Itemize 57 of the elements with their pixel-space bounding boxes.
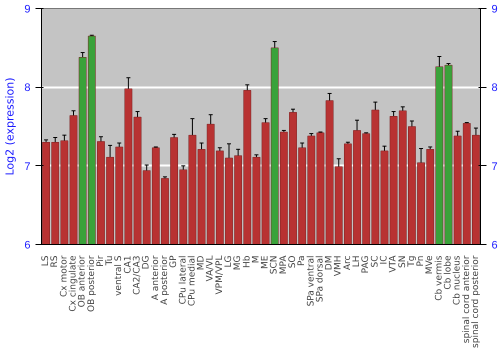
x-tick-label: SPa ventral — [306, 255, 316, 306]
y-tick-label: 9 — [24, 4, 31, 16]
x-tick-label: SN — [398, 255, 408, 268]
x-tick-label: CA1 — [123, 255, 134, 274]
x-tick-label: VMH — [334, 255, 344, 276]
y-axis-title: Log2 (expression) — [3, 77, 16, 176]
x-tick-label: CPu lateral — [178, 255, 188, 304]
x-tick-label: Hb — [242, 255, 252, 268]
x-tick-label: CA2/CA3 — [132, 255, 143, 295]
x-tick-label: Cb lobe — [443, 255, 454, 290]
x-tick-label: RS — [50, 255, 60, 268]
y-tick-label: 6 — [24, 240, 31, 252]
x-tick-label: ventral S — [114, 255, 124, 296]
x-tick-label: IC — [379, 255, 390, 264]
x-tick-label: LH — [352, 255, 362, 268]
x-tick-label: Pn — [416, 255, 426, 266]
x-tick-label: GP — [169, 254, 180, 268]
x-tick-label: SC — [370, 255, 380, 268]
y-tick-label: 8 — [24, 82, 31, 94]
x-tick-label: MD — [196, 255, 207, 270]
x-tick-label: VA/VL — [206, 255, 216, 282]
x-tick-label: M — [251, 256, 262, 264]
x-tick-label: VPM/VPL — [214, 255, 225, 294]
x-tick-label: Cx motor — [59, 255, 70, 297]
x-tick-label: DG — [142, 255, 152, 270]
x-tick-label: Tu — [105, 255, 116, 266]
x-tick-label: A posterior — [160, 255, 170, 305]
x-tick-label: OB anterior — [78, 255, 88, 308]
x-tick-label: Cb vermis — [434, 255, 444, 301]
x-tick-label: Tg — [406, 255, 417, 268]
x-tick-label: LS — [41, 255, 52, 266]
x-tick-label: spinal cord anterior — [462, 255, 472, 344]
x-tick-label: SO — [288, 256, 298, 268]
x-tick-label: SCN — [270, 255, 280, 274]
x-tick-label: Pir — [96, 255, 106, 267]
x-tick-label: Cx cingulate — [68, 255, 79, 312]
y2-tick-label: 9 — [492, 4, 498, 16]
x-tick-label: Pa — [297, 255, 308, 266]
x-tick-label: OB posterior — [86, 255, 97, 312]
y2-tick-label: 8 — [492, 82, 498, 94]
x-tick-label: Arc — [342, 255, 353, 270]
x-tick-label: VTA — [388, 254, 399, 273]
y2-tick-label: 6 — [492, 240, 498, 252]
x-tick-label: DM — [324, 255, 335, 270]
x-tick-label: spinal cord posterior — [470, 255, 481, 348]
x-tick-label: CPu medial — [187, 255, 198, 306]
y-tick-label: 7 — [24, 160, 31, 173]
x-tick-label: PAG — [361, 255, 372, 274]
x-tick-label: MVe — [425, 255, 436, 274]
x-tick-label: SPa dorsal — [315, 255, 326, 302]
x-tick-label: ME — [260, 255, 271, 269]
x-tick-label: MPA — [278, 254, 289, 274]
x-tick-label: LG — [224, 255, 234, 268]
x-tick-label: A anterior — [150, 255, 161, 300]
y2-tick-label: 7 — [492, 160, 498, 173]
x-tick-label: Cb nucleus — [452, 255, 463, 306]
x-tick-label: MG — [233, 255, 244, 270]
